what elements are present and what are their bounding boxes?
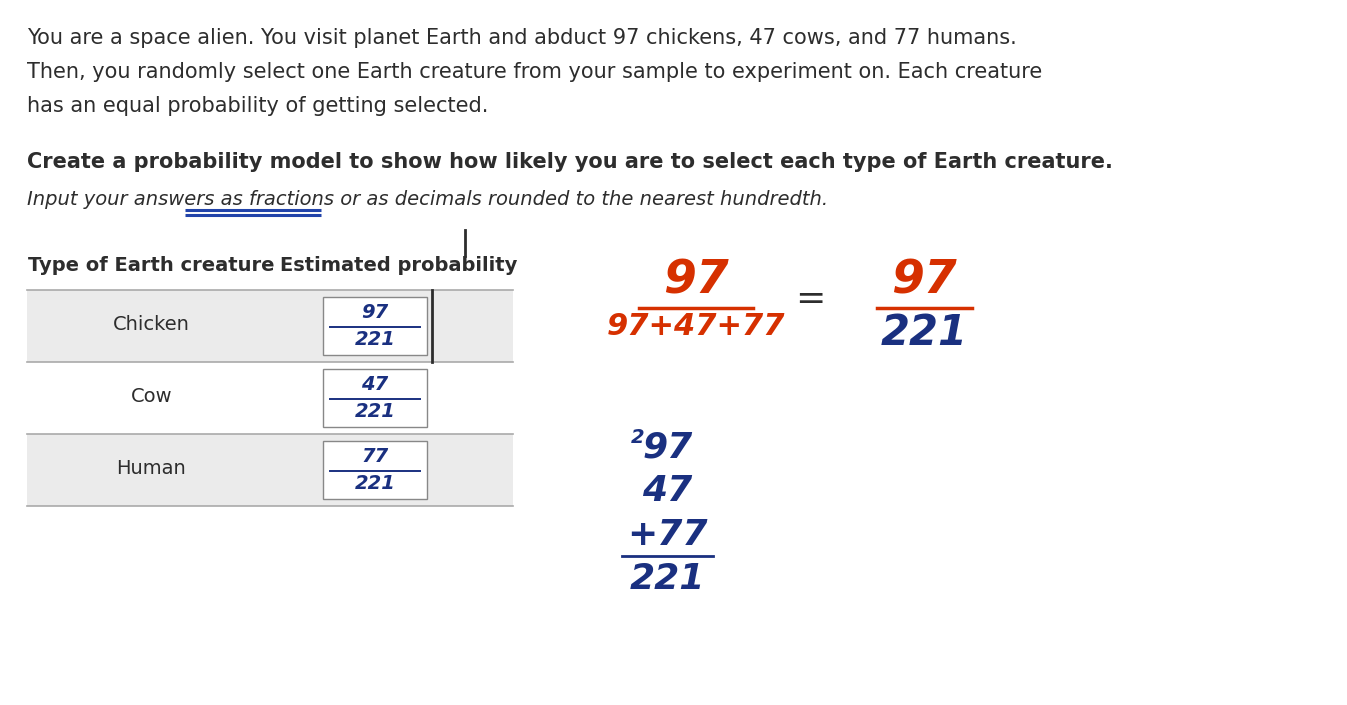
Text: 97: 97 bbox=[892, 258, 958, 303]
Text: Estimated probability: Estimated probability bbox=[280, 256, 517, 275]
Bar bbox=[27, 290, 513, 362]
Bar bbox=[323, 369, 427, 427]
Text: has an equal probability of getting selected.: has an equal probability of getting sele… bbox=[27, 96, 489, 116]
Bar bbox=[323, 441, 427, 499]
Text: 97: 97 bbox=[361, 303, 389, 322]
Text: 47: 47 bbox=[361, 375, 389, 394]
Text: 97+47+77: 97+47+77 bbox=[606, 312, 785, 341]
Text: 2: 2 bbox=[632, 428, 645, 447]
Text: Cow: Cow bbox=[131, 388, 172, 407]
Text: Human: Human bbox=[116, 460, 186, 479]
Text: Create a probability model to show how likely you are to select each type of Ear: Create a probability model to show how l… bbox=[27, 152, 1114, 172]
Text: Type of Earth creature: Type of Earth creature bbox=[28, 256, 275, 275]
Text: Input your answers as fractions or as decimals rounded to the nearest hundredth.: Input your answers as fractions or as de… bbox=[27, 190, 828, 209]
Text: 221: 221 bbox=[354, 330, 396, 349]
Text: 77: 77 bbox=[361, 447, 389, 466]
Text: =: = bbox=[795, 282, 826, 316]
Text: +77: +77 bbox=[628, 518, 707, 552]
Text: 221: 221 bbox=[354, 402, 396, 421]
Text: Then, you randomly select one Earth creature from your sample to experiment on. : Then, you randomly select one Earth crea… bbox=[27, 62, 1043, 82]
Text: 97: 97 bbox=[663, 258, 729, 303]
Bar bbox=[27, 434, 513, 506]
Text: 47: 47 bbox=[643, 474, 692, 508]
Text: You are a space alien. You visit planet Earth and abduct 97 chickens, 47 cows, a: You are a space alien. You visit planet … bbox=[27, 28, 1017, 48]
Text: 221: 221 bbox=[881, 312, 968, 354]
Text: 221: 221 bbox=[629, 562, 704, 596]
Text: 97: 97 bbox=[643, 430, 692, 464]
Text: 221: 221 bbox=[354, 474, 396, 493]
Bar bbox=[323, 297, 427, 355]
Bar bbox=[27, 362, 513, 434]
Text: Chicken: Chicken bbox=[113, 316, 190, 334]
